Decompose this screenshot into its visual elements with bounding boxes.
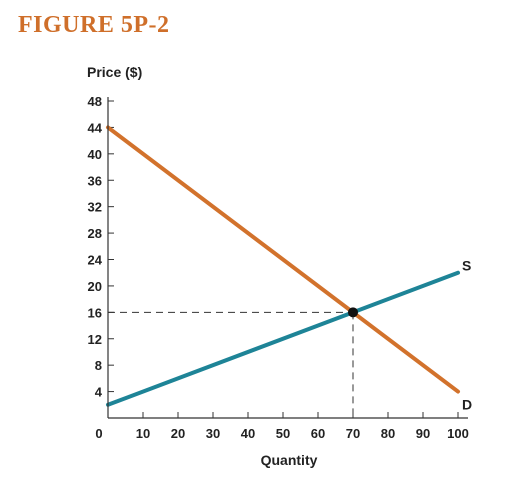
supply-label: S <box>462 258 471 274</box>
x-tick-label: 10 <box>136 426 150 441</box>
x-tick-label: 0 <box>95 426 102 441</box>
demand-label: D <box>462 397 472 413</box>
y-tick-label: 20 <box>88 279 102 294</box>
x-tick-label: 20 <box>171 426 185 441</box>
x-tick-label: 90 <box>416 426 430 441</box>
y-tick-label: 16 <box>88 305 102 320</box>
y-tick-label: 36 <box>88 173 102 188</box>
x-tick-label: 70 <box>346 426 360 441</box>
x-tick-label: 30 <box>206 426 220 441</box>
series-lines <box>106 125 460 407</box>
equilibrium-point <box>348 307 358 318</box>
curve-labels: DS <box>462 258 472 413</box>
x-axis-ticks: 0 10 20 30 40 50 60 70 80 90 100 <box>95 412 469 441</box>
x-tick-label: 80 <box>381 426 395 441</box>
figure-label: FIGURE 5P-2 <box>18 12 170 38</box>
supply-line <box>106 270 460 407</box>
x-tick-label: 60 <box>311 426 325 441</box>
y-tick-label: 40 <box>88 147 102 162</box>
y-tick-label: 24 <box>88 253 103 268</box>
x-axis-title: Quantity <box>261 452 318 468</box>
x-tick-label: 100 <box>447 426 469 441</box>
y-tick-label: 4 <box>95 385 103 400</box>
x-tick-label: 40 <box>241 426 255 441</box>
demand-line <box>106 125 460 394</box>
equilibrium-guides <box>108 311 354 418</box>
y-tick-label: 8 <box>95 358 102 373</box>
y-tick-label: 48 <box>88 94 102 109</box>
y-tick-label: 12 <box>88 332 102 347</box>
y-tick-label: 44 <box>88 120 103 135</box>
y-tick-label: 28 <box>88 226 102 241</box>
y-tick-label: 32 <box>88 200 102 215</box>
y-axis-title: Price ($) <box>87 64 142 80</box>
x-tick-label: 50 <box>276 426 290 441</box>
